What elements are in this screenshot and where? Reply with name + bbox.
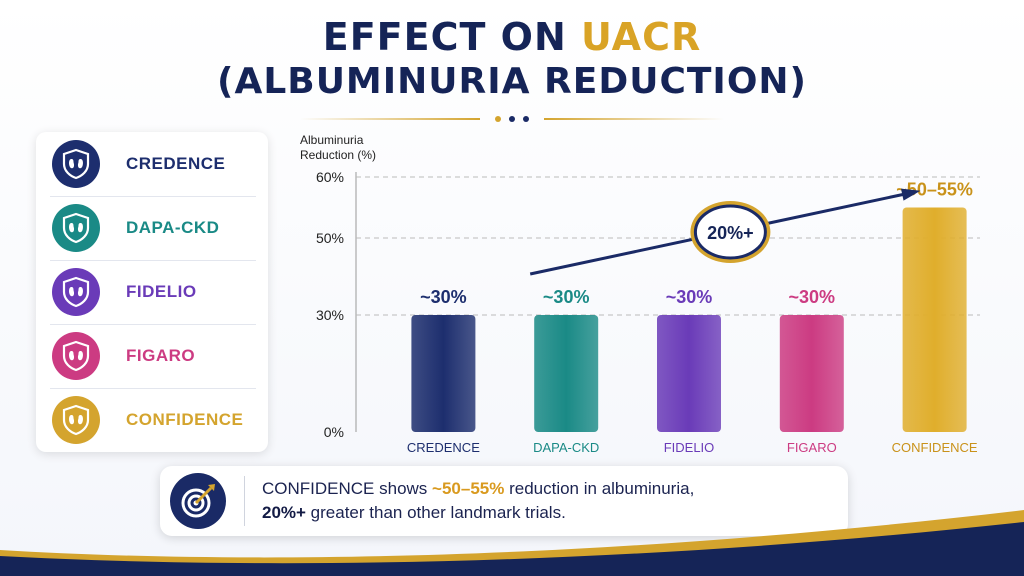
x-tick-label: FIGARO bbox=[787, 440, 837, 455]
legend-item: CONFIDENCE bbox=[36, 388, 268, 452]
callout-line2-suffix: greater than other landmark trials. bbox=[305, 503, 566, 522]
y-tick-label: 60% bbox=[316, 169, 344, 185]
footer-wave bbox=[0, 510, 1024, 576]
summary-callout: CONFIDENCE shows ~50–55% reduction in al… bbox=[160, 466, 848, 536]
callout-separator bbox=[244, 476, 245, 526]
title-prefix: EFFECT ON bbox=[322, 15, 581, 59]
callout-text: CONFIDENCE shows ~50–55% reduction in al… bbox=[262, 477, 694, 525]
x-tick-label: DAPA-CKD bbox=[533, 440, 599, 455]
title-accent: UACR bbox=[580, 15, 702, 59]
title-line-1: EFFECT ON UACR bbox=[0, 14, 1024, 60]
legend-separator bbox=[50, 196, 256, 197]
divider-dot bbox=[495, 116, 501, 122]
annotation-badge bbox=[693, 204, 767, 260]
legend-label: DAPA-CKD bbox=[126, 218, 220, 237]
data-label: ~30% bbox=[420, 287, 467, 307]
bar bbox=[902, 207, 967, 432]
x-tick-label: FIDELIO bbox=[664, 440, 715, 455]
y-tick-label: 50% bbox=[316, 230, 344, 246]
trial-legend: CREDENCE DAPA-CKD FIDELIO FIGARO CONFIDENCE bbox=[36, 132, 268, 452]
page-title: EFFECT ON UACR (ALBUMINURIA REDUCTION) bbox=[0, 14, 1024, 104]
callout-line1-prefix: CONFIDENCE shows bbox=[262, 479, 433, 498]
legend-item: DAPA-CKD bbox=[36, 196, 268, 260]
divider-line-right bbox=[544, 118, 724, 120]
callout-bold-value: 20%+ bbox=[262, 503, 306, 522]
data-label: ~30% bbox=[789, 287, 836, 307]
legend-item: FIDELIO bbox=[36, 260, 268, 324]
trend-arrow-head bbox=[901, 188, 921, 201]
legend-separator bbox=[50, 324, 256, 325]
legend-label: CREDENCE bbox=[126, 154, 226, 173]
legend-label: FIDELIO bbox=[126, 282, 197, 301]
legend-item: CREDENCE bbox=[36, 132, 268, 196]
x-tick-label: CREDENCE bbox=[407, 440, 480, 455]
target-icon bbox=[170, 473, 226, 529]
divider-line-left bbox=[300, 118, 480, 120]
data-label: ~30% bbox=[666, 287, 713, 307]
data-label: ~30% bbox=[543, 287, 590, 307]
x-tick-label: CONFIDENCE bbox=[892, 440, 978, 455]
legend-separator bbox=[50, 388, 256, 389]
legend-label: FIGARO bbox=[126, 346, 196, 365]
y-axis-label: Reduction (%) bbox=[300, 148, 376, 162]
callout-line-1: CONFIDENCE shows ~50–55% reduction in al… bbox=[262, 477, 694, 501]
kidney-shield-icon bbox=[52, 268, 100, 316]
legend-label: CONFIDENCE bbox=[126, 410, 244, 429]
title-line-2: (ALBUMINURIA REDUCTION) bbox=[217, 61, 807, 102]
bar bbox=[534, 315, 599, 432]
bar bbox=[779, 315, 844, 432]
kidney-shield-icon bbox=[52, 140, 100, 188]
data-label: ~50–55% bbox=[896, 180, 973, 200]
callout-line-2: 20%+ greater than other landmark trials. bbox=[262, 501, 694, 525]
kidney-shield-icon bbox=[52, 204, 100, 252]
annotation-text: 20%+ bbox=[707, 223, 754, 243]
bar bbox=[657, 315, 721, 432]
legend-item: FIGARO bbox=[36, 324, 268, 388]
y-tick-label: 0% bbox=[324, 424, 344, 440]
y-axis-label: Albuminuria bbox=[300, 133, 364, 147]
divider-dot bbox=[523, 116, 529, 122]
divider-dot bbox=[509, 116, 515, 122]
bar bbox=[411, 315, 476, 432]
legend-separator bbox=[50, 260, 256, 261]
kidney-shield-icon bbox=[52, 332, 100, 380]
title-divider bbox=[300, 114, 724, 124]
kidney-shield-icon bbox=[52, 396, 100, 444]
callout-highlight: ~50–55% bbox=[432, 479, 505, 498]
callout-line1-suffix: reduction in albuminuria, bbox=[504, 479, 695, 498]
y-tick-label: 30% bbox=[316, 307, 344, 323]
